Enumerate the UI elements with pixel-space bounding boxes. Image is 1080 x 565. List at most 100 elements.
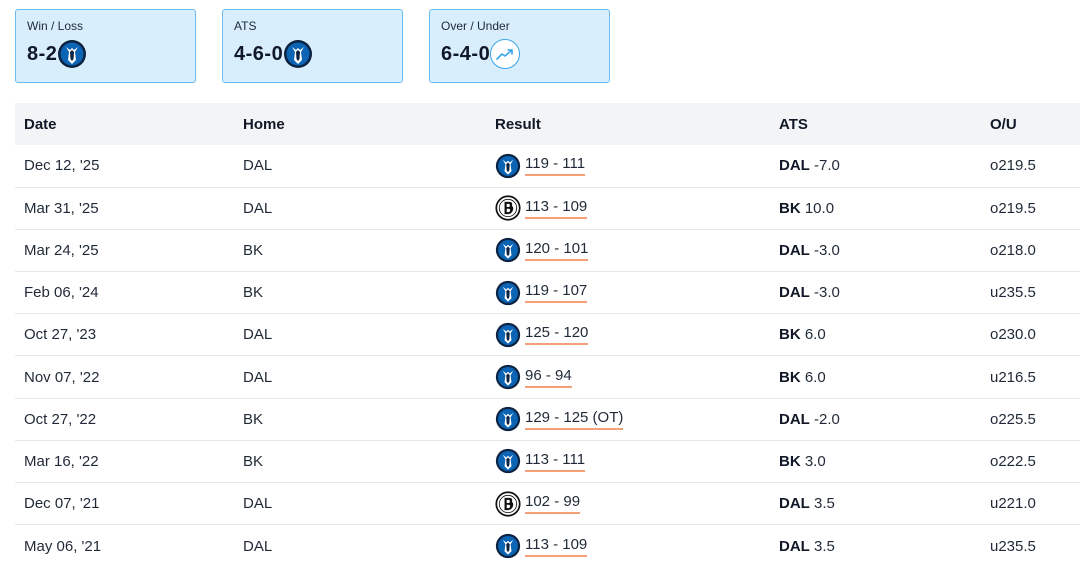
table-row: May 06, '21 DAL 113 - 109 DAL 3.5 u235.5: [15, 525, 1080, 565]
header-date: Date: [24, 115, 57, 133]
ats-team: DAL: [779, 495, 810, 513]
home-cell: BK: [234, 398, 486, 441]
ats-cell: DAL -3.0: [770, 229, 981, 273]
result-cell: 119 - 111: [486, 145, 770, 188]
ats-team: BK: [779, 326, 801, 344]
mavericks-logo-icon: [495, 533, 521, 559]
ou-cell: o230.0: [981, 313, 1080, 357]
result-cell: 125 - 120: [486, 313, 770, 357]
ats-line: -3.0: [814, 241, 840, 259]
mavericks-logo-icon: [284, 40, 313, 68]
result-cell: 113 - 109: [486, 525, 770, 565]
ou-cell: o219.5: [981, 145, 1080, 188]
table-row: Mar 31, '25 DAL 113 - 109 BK 10.0 o219.5: [15, 187, 1080, 230]
date-cell: Mar 16, '22: [15, 440, 234, 484]
ats-team: DAL: [779, 410, 810, 428]
ou-cell: u221.0: [981, 482, 1080, 526]
date-cell: Oct 27, '22: [15, 398, 234, 441]
result-cell: 113 - 111: [486, 440, 770, 484]
home-cell: DAL: [234, 313, 486, 357]
trend-up-icon: [490, 39, 521, 69]
card-value: 8-2: [27, 42, 58, 65]
table-row: Oct 27, '22 BK 129 - 125 (OT) DAL -2.0 o225.…: [15, 398, 1080, 441]
card-value: 4-6-0: [234, 42, 284, 65]
table-row: Dec 12, '25 DAL 119 - 111 DAL -7.0 o219.5: [15, 145, 1080, 188]
ats-cell: DAL -7.0: [770, 145, 981, 188]
date-cell: Mar 31, '25: [15, 187, 234, 230]
ats-cell: BK 6.0: [770, 355, 981, 399]
date-cell: Oct 27, '23: [15, 313, 234, 357]
ats-cell: BK 3.0: [770, 440, 981, 484]
score-link[interactable]: 113 - 109: [525, 198, 588, 219]
score-link[interactable]: 120 - 101: [525, 240, 589, 261]
header-result: Result: [495, 115, 541, 133]
table-row: Mar 24, '25 BK 120 - 101 DAL -3.0 o218.0: [15, 229, 1080, 273]
ats-line: 6.0: [804, 326, 826, 344]
ats-cell: BK 10.0: [770, 187, 981, 230]
mavericks-logo-icon: [495, 364, 521, 390]
score-link[interactable]: 119 - 111: [525, 155, 586, 177]
date-cell: May 06, '21: [24, 537, 102, 555]
ats-line: 10.0: [804, 199, 835, 217]
mavericks-logo-icon: [495, 407, 521, 432]
ats-cell: DAL -3.0: [770, 271, 981, 315]
ats-line: -7.0: [814, 157, 840, 175]
ats-team: DAL: [779, 284, 810, 302]
ou-cell: o219.5: [981, 187, 1080, 230]
ats-line: 6.0: [804, 368, 826, 386]
score-link[interactable]: 102 - 99: [525, 493, 581, 515]
home-cell: DAL: [234, 145, 486, 188]
score-link[interactable]: 129 - 125 (OT): [525, 409, 624, 430]
result-cell: 119 - 107: [486, 271, 770, 315]
card-title: Over / Under: [441, 19, 510, 33]
ats-team: BK: [779, 452, 801, 470]
score-link[interactable]: 113 - 111: [525, 451, 586, 472]
score-link[interactable]: 96 - 94: [525, 367, 572, 388]
ats-team: BK: [779, 368, 801, 386]
date-cell: Dec 07, '21: [15, 482, 234, 526]
nets-logo-icon: [495, 195, 521, 221]
result-cell: 120 - 101: [486, 229, 770, 273]
score-link[interactable]: 113 - 109: [525, 536, 588, 557]
header-home: Home: [243, 115, 285, 133]
ats-line: 3.0: [804, 452, 826, 470]
nets-logo-icon: [495, 491, 521, 517]
table-row: Dec 07, '21 DAL 102 - 99 DAL 3.5 u221.0: [15, 482, 1080, 526]
result-cell: 96 - 94: [486, 355, 770, 399]
card-title: ATS: [234, 19, 257, 33]
mavericks-logo-icon: [495, 280, 521, 305]
home-cell: BK: [234, 229, 486, 273]
ats-line: 3.5: [814, 495, 835, 513]
score-link[interactable]: 125 - 120: [525, 324, 589, 346]
date-cell: Feb 06, '24: [15, 271, 234, 315]
mavericks-logo-icon: [495, 238, 521, 263]
ats-line: -2.0: [814, 410, 840, 428]
ats-line: -3.0: [814, 284, 840, 302]
ou-cell: u235.5: [981, 271, 1080, 315]
home-cell: BK: [234, 271, 486, 315]
table-row: Oct 27, '23 DAL 125 - 120 BK 6.0 o230.0: [15, 313, 1080, 357]
matchup-history-table: Date Home Result ATS O/U Dec 12, '25 DAL 1…: [15, 103, 1080, 565]
win-loss-card: Win / Loss 8-2: [15, 9, 196, 83]
ou-cell: o225.5: [981, 398, 1080, 441]
score-link[interactable]: 119 - 107: [525, 282, 588, 304]
table-row: Mar 16, '22 BK 113 - 111 BK 3.0 o222.5: [15, 440, 1080, 484]
table-row: Feb 06, '24 BK 119 - 107 DAL -3.0 u235.5: [15, 271, 1080, 315]
home-cell: BK: [234, 440, 486, 484]
card-title: Win / Loss: [27, 19, 84, 33]
home-cell: DAL: [234, 187, 486, 230]
ats-card: ATS 4-6-0: [222, 9, 403, 83]
summary-cards: Win / Loss 8-2 ATS 4-6-0 Over / Under: [15, 9, 610, 83]
ats-team: DAL: [779, 157, 810, 175]
home-cell: DAL: [243, 537, 273, 555]
home-cell: DAL: [234, 355, 486, 399]
ou-cell: u216.5: [981, 355, 1080, 399]
date-cell: Mar 24, '25: [15, 229, 234, 273]
header-ats: ATS: [779, 115, 808, 133]
ats-line: 3.5: [814, 537, 835, 555]
ou-cell: o218.0: [981, 229, 1080, 273]
ou-cell: o222.5: [981, 440, 1080, 484]
result-cell: 102 - 99: [486, 482, 770, 526]
header-ou: O/U: [990, 115, 1017, 133]
mavericks-logo-icon: [495, 153, 521, 178]
